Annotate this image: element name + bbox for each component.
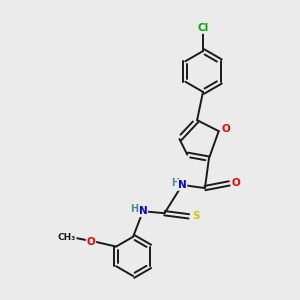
Text: Cl: Cl xyxy=(197,23,208,33)
Text: H: H xyxy=(130,204,138,214)
Text: CH₃: CH₃ xyxy=(58,233,76,242)
Text: N: N xyxy=(139,206,147,216)
Text: H: H xyxy=(171,178,179,188)
Text: O: O xyxy=(232,178,241,188)
Text: O: O xyxy=(87,237,95,247)
Text: O: O xyxy=(221,124,230,134)
Text: N: N xyxy=(178,180,187,190)
Text: S: S xyxy=(192,211,200,221)
